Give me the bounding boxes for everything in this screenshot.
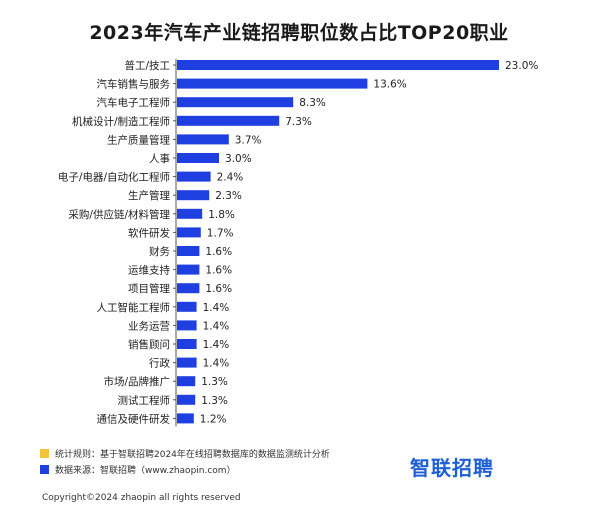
value-label: 1.4% <box>203 339 230 351</box>
value-label: 1.8% <box>208 209 235 221</box>
bar <box>177 376 196 387</box>
bar <box>177 246 200 256</box>
chart-title: 2023年汽车产业链招聘职位数占比TOP20职业 <box>89 22 509 44</box>
note-source-text: 数据来源：智联招聘（www.zhaopin.com） <box>55 465 236 476</box>
category-label: 项目管理 <box>128 282 170 295</box>
category-label: 汽车销售与服务 <box>97 78 171 91</box>
bar <box>177 357 197 368</box>
bar <box>177 190 210 201</box>
value-label: 1.2% <box>200 413 227 425</box>
category-label: 销售顾问 <box>128 338 170 351</box>
bar <box>177 171 211 182</box>
category-label: 软件研发 <box>128 226 170 239</box>
category-label: 财务 <box>149 245 170 258</box>
value-label: 1.4% <box>203 302 230 314</box>
bar <box>177 320 197 331</box>
copyright: Copyright©2024 zhaopin all rights reserv… <box>42 493 241 503</box>
category-label: 运维支持 <box>128 264 170 277</box>
category-label: 普工/技工 <box>124 59 170 72</box>
zhaopin-logo: 智联招聘 <box>410 456 494 480</box>
chart-frame: 2023年汽车产业链招聘职位数占比TOP20职业 普工/技工 23.0% 汽车销售与… <box>6 6 592 506</box>
bar <box>177 264 200 275</box>
bar <box>177 301 197 312</box>
bar <box>177 60 499 70</box>
value-label: 23.0% <box>505 60 538 72</box>
note-source-swatch <box>40 464 49 474</box>
category-label: 行政 <box>149 357 170 370</box>
value-label: 2.3% <box>215 190 242 202</box>
category-label: 电子/电器/自动化工程师 <box>58 171 170 184</box>
category-label: 通信及硬件研发 <box>97 412 171 425</box>
bar <box>177 283 200 294</box>
value-label: 8.3% <box>299 97 326 109</box>
value-label: 1.6% <box>205 265 232 277</box>
value-label: 13.6% <box>373 79 406 91</box>
bar <box>177 153 219 163</box>
bar <box>177 134 229 145</box>
value-label: 7.3% <box>285 116 312 128</box>
category-label: 生产质量管理 <box>107 133 170 146</box>
bar <box>177 97 294 108</box>
bar <box>177 208 203 219</box>
value-label: 1.7% <box>207 227 234 239</box>
value-label: 1.4% <box>203 320 230 332</box>
value-label: 3.7% <box>235 134 262 146</box>
category-label: 市场/品牌推广 <box>103 375 170 388</box>
note-rule-swatch <box>40 448 49 458</box>
value-label: 1.4% <box>203 358 230 370</box>
value-label: 1.6% <box>205 246 232 258</box>
category-label: 测试工程师 <box>118 394 171 407</box>
bar <box>177 394 196 405</box>
bar-chart: 普工/技工 23.0% 汽车销售与服务 13.6% 汽车电子工程师 8.3% 机械设计/制造… <box>58 59 538 427</box>
value-label: 1.6% <box>205 283 232 295</box>
bar <box>177 227 201 238</box>
bar <box>177 78 368 89</box>
value-label: 1.3% <box>201 395 228 407</box>
bar <box>177 115 280 126</box>
notes: 统计规则：基于智联招聘2024年在线招聘数据库的数据监测统计分析 数据来源：智联… <box>40 445 330 477</box>
category-label: 采购/供应链/材料管理 <box>68 208 170 221</box>
value-label: 3.0% <box>225 153 252 165</box>
category-label: 业务运营 <box>128 319 170 332</box>
category-label: 机械设计/制造工程师 <box>72 115 170 128</box>
note-rule-text: 统计规则：基于智联招聘2024年在线招聘数据库的数据监测统计分析 <box>55 449 330 460</box>
category-label: 人工智能工程师 <box>97 301 171 314</box>
category-label: 人事 <box>149 152 170 165</box>
bar <box>177 339 197 349</box>
note-source: 数据来源：智联招聘（www.zhaopin.com） <box>40 461 330 477</box>
category-label: 生产管理 <box>128 189 170 202</box>
bar <box>177 413 194 424</box>
value-label: 2.4% <box>217 172 244 184</box>
note-rule: 统计规则：基于智联招聘2024年在线招聘数据库的数据监测统计分析 <box>40 445 330 461</box>
category-label: 汽车电子工程师 <box>97 96 171 109</box>
value-label: 1.3% <box>201 376 228 388</box>
